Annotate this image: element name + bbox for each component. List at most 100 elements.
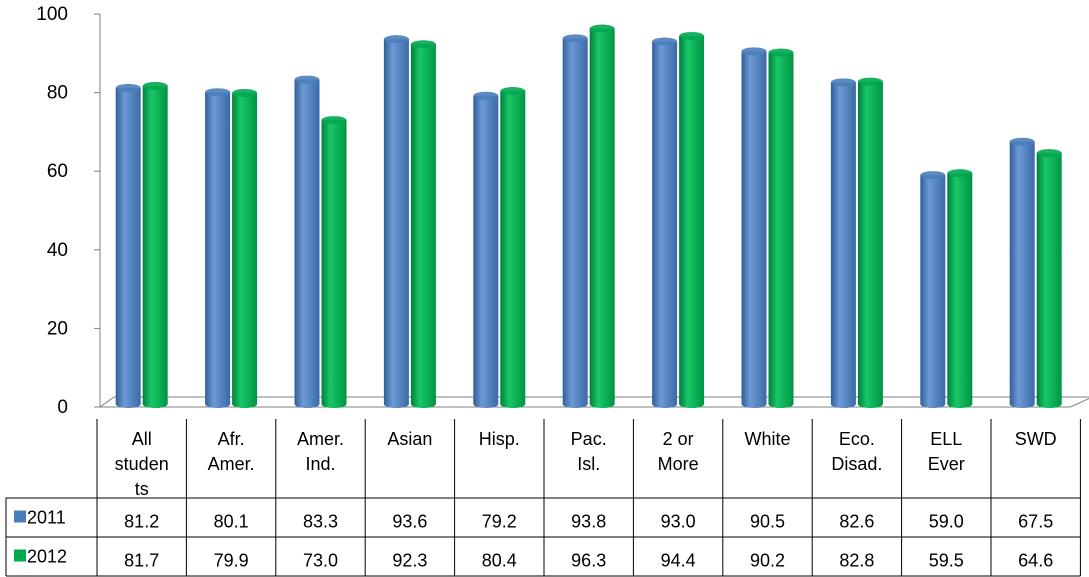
bar-base	[473, 400, 499, 408]
bar-base	[321, 400, 347, 408]
bar-base	[205, 400, 231, 408]
bar	[652, 37, 678, 408]
category-label: SWD	[1015, 429, 1057, 449]
bar	[768, 48, 794, 408]
data-value: 79.9	[214, 551, 249, 571]
data-value: 83.3	[303, 512, 338, 532]
y-tick-label: 0	[57, 397, 68, 418]
bar-body	[205, 92, 231, 404]
y-tick-label: 40	[47, 240, 68, 261]
data-value: 64.6	[1018, 551, 1053, 571]
bar-body	[383, 39, 409, 404]
bar-cap	[410, 40, 436, 49]
data-value: 94.4	[661, 551, 696, 571]
category-label: studen	[115, 454, 169, 474]
bar-cap	[1036, 149, 1062, 158]
bar	[205, 88, 231, 408]
bar-body	[679, 36, 705, 405]
bar-base	[830, 400, 856, 408]
bar	[383, 35, 409, 408]
category-label: Amer.	[297, 429, 344, 449]
legend-key-2011	[14, 510, 26, 523]
data-value: 90.5	[750, 512, 785, 532]
category-label: Afr.	[218, 429, 245, 449]
bar	[410, 40, 436, 408]
y-tick-label: 20	[47, 318, 68, 339]
bar	[679, 32, 705, 408]
legend-label-2012: 2012	[27, 547, 67, 567]
bar-base	[857, 400, 883, 408]
data-value: 96.3	[571, 551, 606, 571]
bar-body	[321, 120, 347, 405]
category-label: Ind.	[305, 454, 335, 474]
category-label: All	[132, 429, 152, 449]
bar-base	[562, 400, 588, 408]
series-2012	[142, 24, 1062, 408]
chart-bars	[115, 24, 1062, 408]
bar	[1009, 137, 1035, 408]
bar-base	[1036, 400, 1062, 408]
bar-base	[500, 400, 526, 408]
category-label: Disad.	[831, 454, 882, 474]
bar	[920, 171, 946, 408]
bar-base	[115, 400, 141, 408]
bar-body	[1036, 153, 1062, 404]
bar-body	[857, 81, 883, 404]
category-label: Asian	[387, 429, 432, 449]
data-value: 79.2	[482, 512, 517, 532]
bar-cap	[321, 116, 347, 125]
bar-body	[741, 51, 767, 405]
bar-cap	[562, 34, 588, 43]
bar-cap	[768, 48, 794, 57]
bar-cap	[947, 169, 973, 178]
bar-cap	[830, 78, 856, 87]
data-value: 80.1	[214, 512, 249, 532]
data-value: 59.0	[929, 512, 964, 532]
bar-cap	[741, 47, 767, 56]
data-value: 93.8	[571, 512, 606, 532]
bar-cap	[142, 81, 168, 90]
bar	[562, 34, 588, 408]
bar	[589, 24, 615, 408]
category-label: Amer.	[208, 454, 255, 474]
bar-cap	[294, 75, 320, 84]
data-value: 93.6	[392, 512, 427, 532]
data-value: 82.8	[839, 551, 874, 571]
bar-body	[562, 38, 588, 405]
bar-body	[500, 91, 526, 404]
bar-cap	[205, 88, 231, 97]
category-label: ts	[135, 479, 149, 499]
bar-base	[768, 400, 794, 408]
bar	[115, 83, 141, 408]
bar-body	[473, 95, 499, 404]
bar-cap	[232, 88, 258, 97]
bar	[830, 78, 856, 408]
bar-body	[1009, 141, 1035, 404]
bar-body	[589, 28, 615, 404]
bar-base	[294, 400, 320, 408]
category-label: Ever	[928, 454, 965, 474]
data-value: 81.2	[124, 512, 159, 532]
bar	[473, 91, 499, 408]
bar-cap	[500, 87, 526, 96]
bar-base	[232, 400, 258, 408]
bar-base	[383, 400, 409, 408]
category-label: Hisp.	[479, 429, 520, 449]
category-label: Isl.	[577, 454, 600, 474]
bar-body	[920, 175, 946, 404]
bar-body	[142, 85, 168, 404]
data-value: 73.0	[303, 551, 338, 571]
bar-base	[679, 400, 705, 408]
bar-base	[589, 400, 615, 408]
category-label: 2 or	[663, 429, 694, 449]
bar-cap	[920, 171, 946, 180]
bar-cap	[473, 91, 499, 100]
data-table: All studen ts Afr. Amer. Amer. Ind. Asian Hisp. P…	[5, 419, 1081, 577]
bar-body	[947, 173, 973, 404]
bar	[142, 81, 168, 408]
legend-label-2011: 2011	[27, 508, 66, 528]
bar	[741, 47, 767, 408]
bar-cap	[652, 37, 678, 46]
bar-base	[410, 400, 436, 408]
